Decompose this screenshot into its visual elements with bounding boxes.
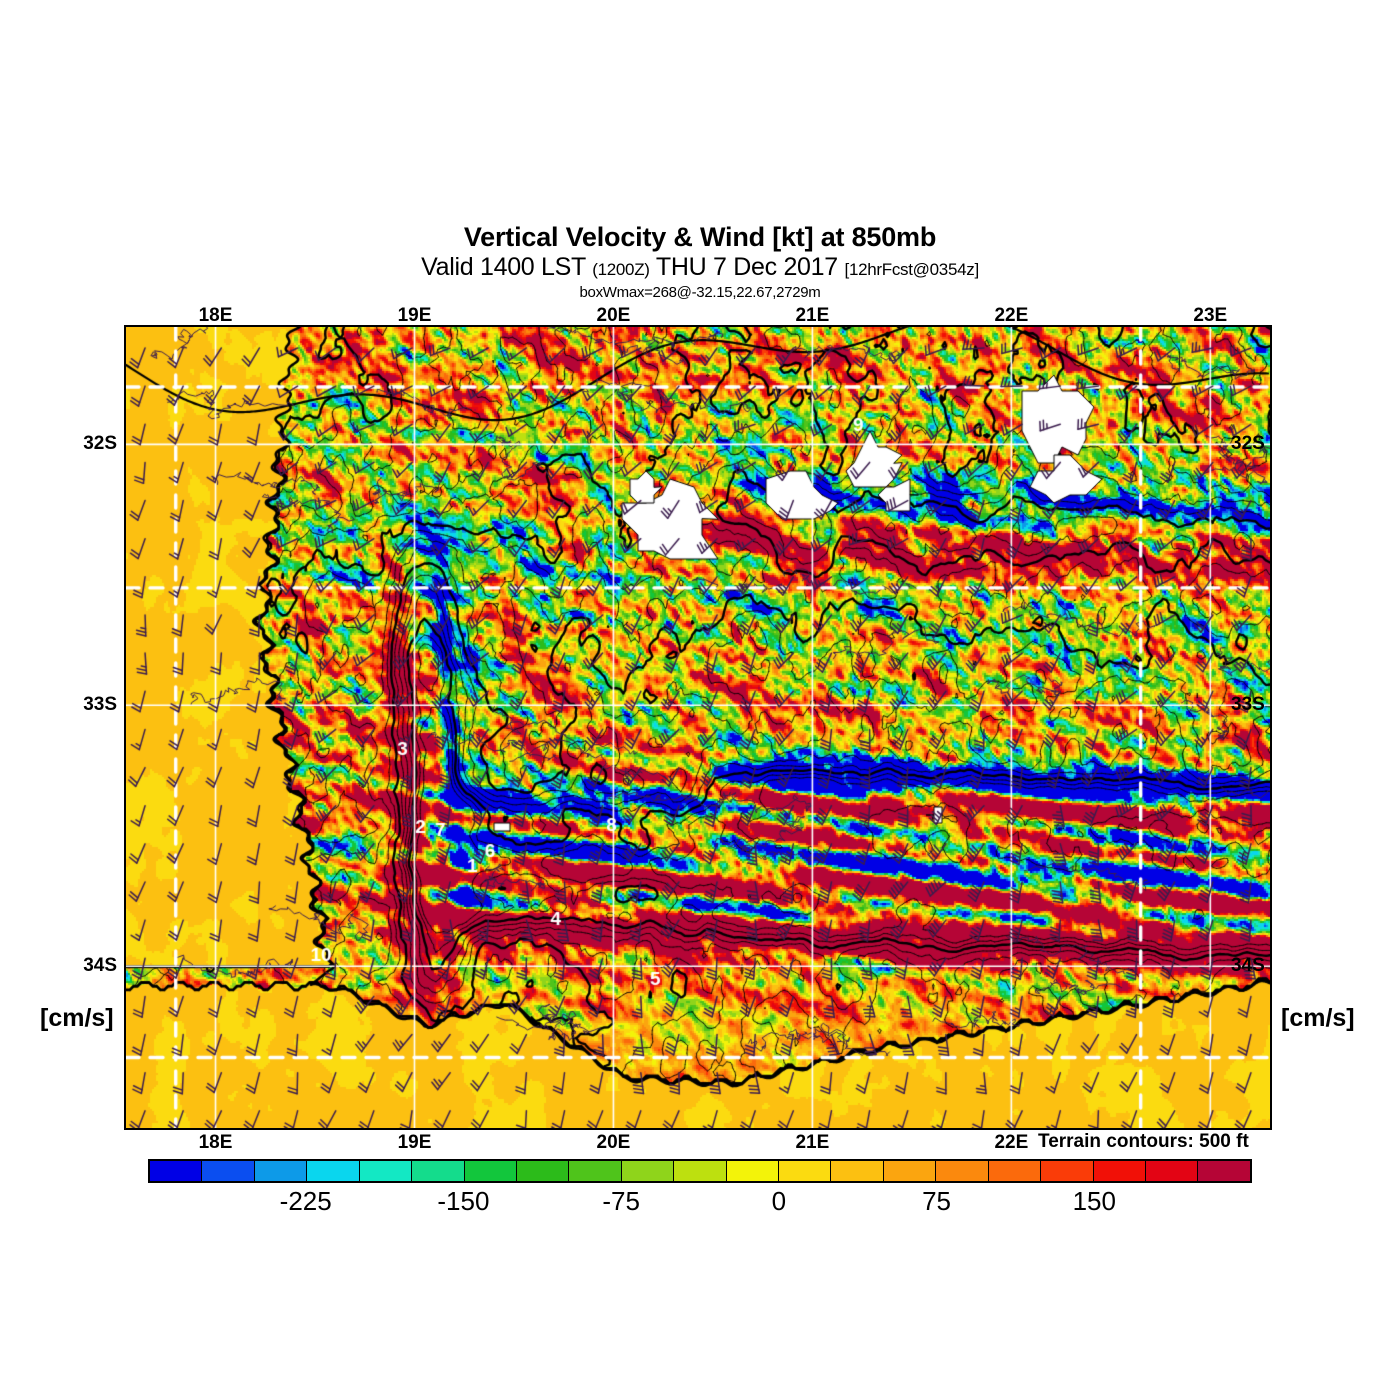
colorbar-swatch-20 xyxy=(1198,1161,1250,1181)
colorbar-swatch-13 xyxy=(831,1161,884,1181)
lat-tick-right-33S: 33S xyxy=(1231,694,1265,716)
colorbar-tick-150: 150 xyxy=(1072,1186,1116,1216)
lon-tick-bottom-18E: 18E xyxy=(198,1132,233,1153)
colorbar-tick-labels: -225 -150 -75 0 75 150 xyxy=(148,1186,1252,1220)
colorbar-swatch-9 xyxy=(621,1161,675,1181)
lon-tick-top-18E: 18E xyxy=(198,305,233,326)
chart-title-block: Vertical Velocity & Wind [kt] at 850mb V… xyxy=(0,222,1400,301)
colorbar-tick--150: -150 xyxy=(437,1186,490,1216)
colorbar-swatch-11 xyxy=(726,1161,780,1181)
terrain-contour-note: Terrain contours: 500 ft xyxy=(1038,1131,1249,1152)
colorbar-swatch-4 xyxy=(359,1161,413,1181)
valid-utc: (1200Z) xyxy=(592,260,650,279)
colorbar-swatch-6 xyxy=(464,1161,517,1181)
lon-tick-top-23E: 23E xyxy=(1193,305,1228,326)
colorbar-swatch-2 xyxy=(254,1161,308,1181)
lat-tick-left-32S: 32S xyxy=(83,433,117,455)
colorbar[interactable] xyxy=(148,1159,1252,1183)
colorbar-swatch-8 xyxy=(569,1161,622,1181)
colorbar-swatch-19 xyxy=(1146,1161,1199,1181)
lon-tick-top-21E: 21E xyxy=(795,305,830,326)
unit-label-right: [cm/s] xyxy=(1281,1004,1355,1032)
colorbar-swatch-0 xyxy=(150,1161,203,1181)
colorbar-swatch-17 xyxy=(1041,1161,1094,1181)
lon-tick-bottom-20E: 20E xyxy=(596,1132,631,1153)
lat-tick-right-34S: 34S xyxy=(1231,955,1265,977)
lat-tick-left-34S: 34S xyxy=(83,955,117,977)
colorbar-swatch-1 xyxy=(202,1161,255,1181)
lon-tick-top-22E: 22E xyxy=(994,305,1029,326)
lat-tick-left-33S: 33S xyxy=(83,694,117,716)
lon-tick-top-19E: 19E xyxy=(397,305,432,326)
colorbar-swatch-3 xyxy=(307,1161,360,1181)
lon-tick-bottom-21E: 21E xyxy=(795,1132,830,1153)
map-clip xyxy=(126,327,1270,1128)
lat-tick-right-32S: 32S xyxy=(1231,433,1265,455)
colorbar-swatch-18 xyxy=(1093,1161,1147,1181)
colorbar-tick-75: 75 xyxy=(922,1186,952,1216)
colorbar-swatch-5 xyxy=(412,1161,465,1181)
boxwmax-annotation: boxWmax=268@-32.15,22.67,2729m xyxy=(579,284,821,301)
lon-tick-top-20E: 20E xyxy=(596,305,631,326)
map-plot-area[interactable] xyxy=(124,325,1272,1130)
lon-tick-bottom-19E: 19E xyxy=(397,1132,432,1153)
colorbar-swatch-15 xyxy=(936,1161,989,1181)
terrain-coastline-wind-overlay xyxy=(126,327,1270,1128)
lon-tick-bottom-22E: 22E xyxy=(994,1132,1029,1153)
valid-date: THU 7 Dec 2017 xyxy=(655,253,838,281)
colorbar-swatch-10 xyxy=(674,1161,727,1181)
colorbar-tick--75: -75 xyxy=(602,1186,640,1216)
page-title: Vertical Velocity & Wind [kt] at 850mb xyxy=(463,222,937,252)
unit-label-left: [cm/s] xyxy=(40,1004,114,1032)
colorbar-swatch-12 xyxy=(779,1161,832,1181)
forecast-stamp: [12hrFcst@0354z] xyxy=(844,260,980,279)
valid-prefix: Valid 1400 LST xyxy=(421,253,586,281)
colorbar-tick-0: 0 xyxy=(771,1186,787,1216)
colorbar-swatch-16 xyxy=(988,1161,1042,1181)
colorbar-swatch-14 xyxy=(883,1161,937,1181)
valid-time-line: Valid 1400 LST (1200Z) THU 7 Dec 2017 [1… xyxy=(0,253,1400,284)
colorbar-swatch-7 xyxy=(516,1161,570,1181)
colorbar-tick--225: -225 xyxy=(279,1186,332,1216)
